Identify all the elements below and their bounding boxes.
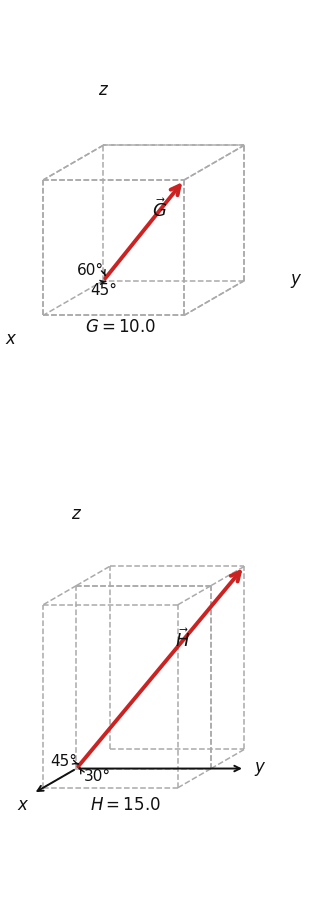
Text: $G = 10.0$: $G = 10.0$ (85, 318, 156, 336)
Text: $H = 15.0$: $H = 15.0$ (90, 795, 161, 814)
Text: 45°: 45° (50, 754, 77, 768)
Text: $\vec{G}$: $\vec{G}$ (152, 198, 167, 221)
Text: 45°: 45° (90, 284, 117, 298)
Text: 60°: 60° (77, 263, 104, 278)
Text: 30°: 30° (84, 768, 111, 784)
Text: $x$: $x$ (6, 330, 18, 348)
Text: $y$: $y$ (290, 272, 302, 290)
Text: $z$: $z$ (71, 506, 82, 524)
Text: $y$: $y$ (254, 759, 267, 777)
Text: $z$: $z$ (98, 82, 109, 99)
Text: $\vec{H}$: $\vec{H}$ (175, 628, 190, 651)
Text: $x$: $x$ (17, 795, 29, 814)
